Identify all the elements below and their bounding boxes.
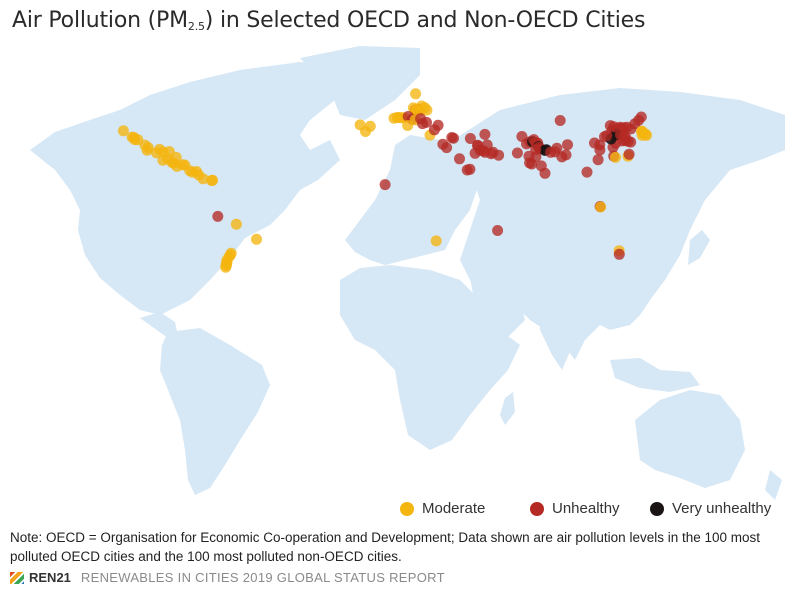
city-marker-unhealthy: [635, 111, 647, 123]
city-marker-unhealthy: [613, 248, 625, 260]
city-marker-unhealthy: [560, 149, 572, 161]
city-marker-unhealthy: [551, 142, 563, 154]
city-marker-unhealthy: [212, 210, 224, 222]
legend-very-unhealthy: Very unhealthy: [650, 500, 771, 517]
city-marker-unhealthy: [562, 139, 573, 151]
city-marker-unhealthy: [607, 141, 619, 153]
city-marker-unhealthy: [554, 115, 566, 126]
australia: [635, 390, 745, 488]
city-marker-unhealthy: [625, 136, 637, 148]
legend-moderate-label: Moderate: [422, 500, 486, 517]
city-marker-moderate: [637, 127, 649, 138]
city-marker-moderate: [402, 120, 414, 131]
city-marker-unhealthy: [594, 144, 606, 156]
city-marker-moderate: [595, 201, 607, 213]
ren21-logo-icon: [10, 571, 24, 584]
madagascar: [500, 392, 515, 425]
city-marker-unhealthy: [428, 124, 440, 136]
legend-unhealthy-label: Unhealthy: [552, 500, 620, 517]
city-marker-unhealthy: [481, 139, 493, 151]
city-marker-unhealthy: [535, 160, 547, 172]
legend-unhealthy: Unhealthy: [530, 500, 620, 517]
city-marker-unhealthy: [592, 154, 604, 166]
city-marker-unhealthy: [472, 140, 484, 152]
city-marker-moderate: [170, 151, 182, 163]
city-marker-unhealthy: [479, 128, 491, 140]
page-title: Air Pollution (PM2.5) in Selected OECD a…: [12, 8, 646, 33]
north-america: [30, 62, 340, 315]
city-marker-unhealthy: [493, 149, 505, 161]
city-marker-moderate: [354, 119, 366, 131]
city-markers: [117, 88, 652, 273]
city-marker-moderate: [197, 173, 209, 185]
city-marker-moderate: [421, 104, 433, 116]
japan: [688, 230, 710, 265]
city-marker-moderate: [410, 88, 422, 100]
city-marker-unhealthy: [581, 166, 593, 178]
city-marker-moderate: [230, 218, 242, 230]
report-title: RENEWABLES IN CITIES 2019 GLOBAL STATUS …: [80, 570, 445, 585]
city-marker-unhealthy: [379, 179, 391, 191]
europe: [345, 135, 480, 265]
legend-moderate: Moderate: [400, 500, 485, 517]
city-marker-unhealthy: [623, 148, 635, 160]
city-marker-unhealthy: [461, 164, 473, 176]
world-map: [30, 46, 785, 500]
moderate-dot-icon: [400, 501, 414, 516]
city-marker-unhealthy: [601, 130, 613, 142]
city-marker-moderate: [430, 235, 442, 247]
city-marker-unhealthy: [608, 121, 620, 133]
city-marker-moderate: [141, 144, 153, 156]
city-marker-moderate: [251, 233, 262, 245]
south-america: [160, 328, 270, 495]
city-marker-moderate: [207, 174, 219, 186]
legend: Moderate Unhealthy Very unhealthy: [400, 500, 790, 522]
city-marker-unhealthy: [441, 142, 453, 154]
central-america: [140, 312, 178, 338]
city-marker-unhealthy: [618, 122, 630, 134]
city-marker-unhealthy: [492, 225, 504, 236]
ren21-logo-text: REN21: [29, 570, 71, 585]
city-marker-moderate: [220, 261, 232, 273]
unhealthy-dot-icon: [530, 501, 544, 516]
footer: REN21 RENEWABLES IN CITIES 2019 GLOBAL S…: [10, 570, 445, 585]
city-marker-moderate: [388, 112, 400, 124]
city-marker-unhealthy: [523, 150, 535, 162]
city-marker-moderate: [407, 102, 419, 114]
africa: [340, 265, 520, 450]
very-unhealthy-dot-icon: [650, 501, 664, 516]
arabia: [470, 278, 525, 345]
greenland: [300, 46, 420, 120]
city-marker-unhealthy: [464, 133, 476, 144]
india: [540, 295, 590, 370]
legend-very-unhealthy-label: Very unhealthy: [672, 500, 772, 517]
city-marker-unhealthy: [454, 153, 465, 165]
new-zealand: [765, 470, 782, 500]
city-marker-unhealthy: [448, 132, 459, 144]
indonesia: [610, 358, 700, 392]
city-marker-unhealthy: [511, 147, 523, 159]
city-marker-unhealthy: [530, 144, 542, 155]
city-marker-moderate: [117, 125, 129, 137]
city-marker-unhealthy: [421, 116, 432, 128]
city-marker-moderate: [610, 151, 621, 163]
footnote: Note: OECD = Organisation for Economic C…: [10, 530, 761, 564]
